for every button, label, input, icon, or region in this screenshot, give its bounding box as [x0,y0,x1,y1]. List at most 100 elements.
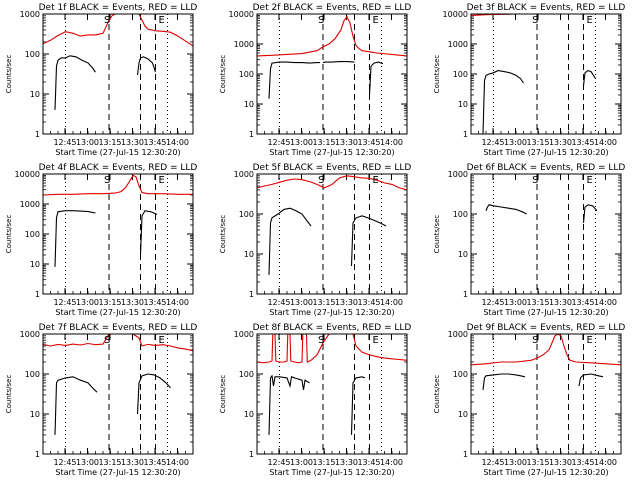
y-axis-label: Counts/sec [5,375,13,414]
detector-panel: Det 8f BLACK = Events, RED = LLD Counts/s… [219,323,411,477]
x-axis-label: Start Time (27-Jul-15 12:30:20) [483,148,608,157]
x-axis-label: Start Time (27-Jul-15 12:30:20) [55,308,180,317]
plot-frame [42,13,194,135]
x-tick-label: 13:00 [504,458,527,467]
y-tick-label: 1 [249,450,254,459]
end-marker-label: E [159,15,165,26]
plot-frame [470,173,622,295]
y-tick-label: 10 [458,250,468,259]
y-tick-label: 1000 [234,40,254,49]
x-tick-label: 14:00 [380,458,403,467]
x-tick-label: 14:00 [594,298,617,307]
start-marker-label: S [104,335,110,346]
start-marker-label: S [318,175,324,186]
plot-frame [470,333,622,455]
y-tick-label: 1 [463,450,468,459]
y-axis-label: Counts/sec [219,55,227,94]
y-axis-label: Counts/sec [219,215,227,254]
lld-rate-line [257,175,407,191]
y-tick-label: 1 [249,290,254,299]
x-tick-label: 14:00 [594,138,617,147]
detector-panel: Det 1f BLACK = Events, RED = LLD Counts/s… [5,3,197,157]
event-rate-line [482,373,526,390]
x-tick-label: 13:00 [76,298,99,307]
event-rate-line [54,376,98,435]
event-rate-line [578,373,604,387]
x-tick-label: 13:45 [143,298,166,307]
x-tick-label: 13:15 [526,458,549,467]
y-tick-label: 10000 [229,10,254,19]
y-tick-label: 10 [458,100,468,109]
event-rate-line [350,376,366,435]
event-rate-line [268,61,320,99]
y-tick-label: 10 [244,250,254,259]
y-axis-label: Counts/sec [5,215,13,254]
detector-panel: Det 5f BLACK = Events, RED = LLD Counts/s… [219,163,411,317]
x-tick-label: 13:30 [335,138,358,147]
panel-title: Det 4f BLACK = Events, RED = LLD [39,163,198,173]
y-tick-label: 1000 [448,170,468,179]
x-tick-label: 13:00 [504,298,527,307]
x-tick-label: 13:15 [98,138,121,147]
event-rate-line [268,374,310,435]
plot-frame [42,333,194,455]
x-tick-label: 12:45 [481,298,504,307]
y-axis-label: Counts/sec [433,215,441,254]
end-marker-label: E [587,175,593,186]
detector-panel: Det 4f BLACK = Events, RED = LLD Counts/s… [5,163,197,317]
y-tick-label: 100 [453,70,468,79]
x-tick-label: 12:45 [267,138,290,147]
x-tick-label: 13:45 [571,138,594,147]
start-marker-label: S [532,15,538,26]
lld-rate-line [43,334,193,352]
y-tick-label: 10 [458,410,468,419]
x-tick-label: 13:00 [76,138,99,147]
x-tick-label: 12:45 [53,458,76,467]
y-tick-label: 1000 [234,330,254,339]
y-axis-label: Counts/sec [219,375,227,414]
detector-panel: Det 7f BLACK = Events, RED = LLD Counts/s… [5,323,197,477]
start-marker-label: S [318,335,324,346]
x-tick-label: 12:45 [53,138,76,147]
y-tick-label: 100 [25,370,40,379]
y-tick-label: 10 [30,260,40,269]
start-marker-label: S [104,175,110,186]
y-tick-label: 1 [249,130,254,139]
panel-title: Det 3f BLACK = Events, RED = LLD [467,3,626,13]
start-marker-label: S [532,335,538,346]
y-tick-label: 1000 [234,170,254,179]
plot-frame [42,173,194,295]
event-rate-line [582,69,596,86]
x-tick-label: 13:30 [549,298,572,307]
y-tick-label: 1000 [20,200,40,209]
plot-frame [470,13,622,135]
detector-panel: Det 2f BLACK = Events, RED = LLD Counts/s… [219,3,411,157]
event-rate-line [139,210,158,256]
x-tick-label: 12:45 [481,458,504,467]
x-tick-label: 14:00 [166,138,189,147]
detector-panel: Det 3f BLACK = Events, RED = LLD Counts/s… [433,3,625,157]
x-tick-label: 13:15 [98,458,121,467]
y-tick-label: 1 [35,450,40,459]
event-rate-line [54,55,96,110]
x-tick-label: 13:30 [335,458,358,467]
lld-rate-line [43,174,193,196]
end-marker-label: E [373,175,379,186]
y-tick-label: 100 [453,210,468,219]
x-tick-label: 13:30 [121,458,144,467]
end-marker-label: E [587,335,593,346]
end-marker-label: E [587,15,593,26]
event-rate-line [482,70,524,134]
detector-panel: Det 6f BLACK = Events, RED = LLD Counts/s… [433,163,625,317]
y-tick-label: 1000 [448,330,468,339]
lld-rate-line [43,14,193,47]
event-rate-line [268,207,312,275]
x-tick-label: 13:45 [357,298,380,307]
plot-frame [256,333,408,455]
x-axis-label: Start Time (27-Jul-15 12:30:20) [269,468,394,477]
panel-title: Det 9f BLACK = Events, RED = LLD [467,323,626,333]
x-tick-label: 13:15 [312,298,335,307]
y-tick-label: 1 [35,130,40,139]
y-axis-label: Counts/sec [433,55,441,94]
